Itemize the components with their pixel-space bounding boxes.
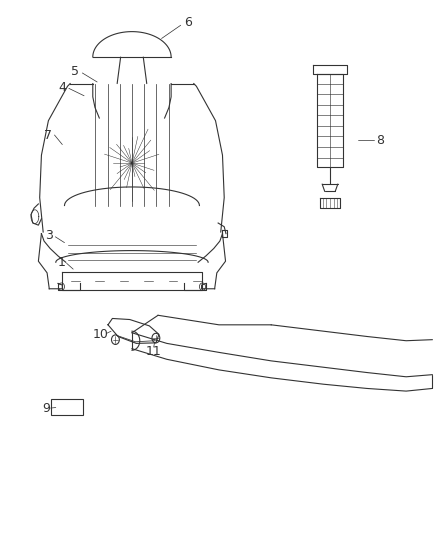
Text: 8: 8 xyxy=(376,134,384,147)
Text: 3: 3 xyxy=(45,229,53,242)
Text: 10: 10 xyxy=(93,328,109,341)
Text: 11: 11 xyxy=(146,345,162,358)
Text: 9: 9 xyxy=(42,401,50,415)
Bar xyxy=(51,399,83,415)
Text: 6: 6 xyxy=(184,16,192,29)
Text: 5: 5 xyxy=(71,65,79,78)
Text: 1: 1 xyxy=(57,256,65,269)
Text: 4: 4 xyxy=(58,81,66,94)
Text: 7: 7 xyxy=(44,128,53,141)
